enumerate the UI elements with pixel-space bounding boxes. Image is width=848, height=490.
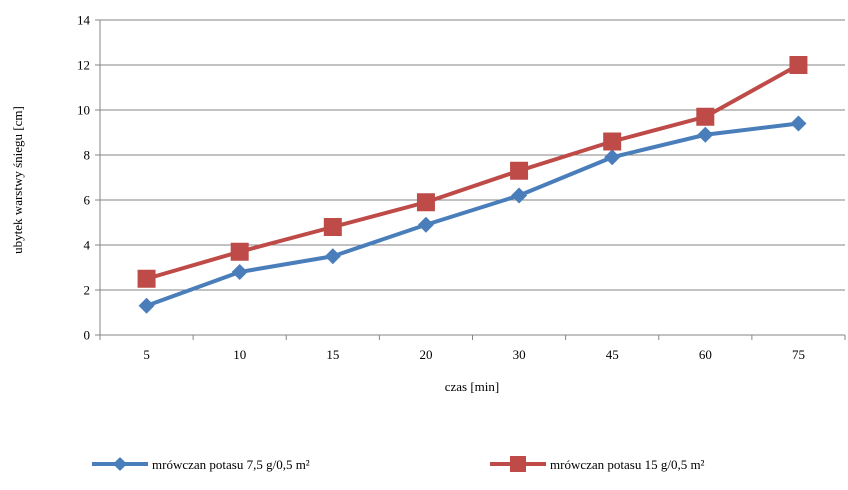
data-point xyxy=(697,126,714,143)
y-tick-label: 12 xyxy=(77,58,90,73)
data-point xyxy=(510,161,529,180)
x-tick-label: 5 xyxy=(143,347,150,362)
data-point xyxy=(137,269,156,288)
legend-marker xyxy=(510,456,526,472)
y-tick-label: 2 xyxy=(84,283,91,298)
data-point xyxy=(790,115,807,132)
gridlines xyxy=(95,19,845,336)
legend: mrówczan potasu 7,5 g/0,5 m² mrówczan pot… xyxy=(92,456,705,472)
x-tick-label: 20 xyxy=(419,347,432,362)
x-tick-labels: 5 10 15 20 30 45 60 75 xyxy=(143,347,805,362)
y-tick-labels: 0 2 4 6 8 10 12 14 xyxy=(77,13,91,343)
x-tick-label: 60 xyxy=(699,347,712,362)
series-group xyxy=(137,56,808,314)
legend-item-1: mrówczan potasu 7,5 g/0,5 m² xyxy=(92,457,310,472)
legend-marker xyxy=(113,457,127,471)
data-point xyxy=(696,107,715,126)
legend-label: mrówczan potasu 7,5 g/0,5 m² xyxy=(152,457,310,472)
series-line xyxy=(145,121,799,308)
data-point xyxy=(323,218,342,236)
legend-item-2: mrówczan potasu 15 g/0,5 m² xyxy=(490,456,705,472)
y-tick-label: 8 xyxy=(84,148,91,163)
axes xyxy=(99,20,846,340)
x-axis-title: czas [min] xyxy=(445,379,500,394)
y-tick-label: 0 xyxy=(84,328,91,343)
y-tick-label: 14 xyxy=(77,13,91,28)
y-tick-label: 10 xyxy=(77,103,90,118)
x-tick-label: 45 xyxy=(606,347,619,362)
data-point xyxy=(417,216,434,233)
x-tick-label: 75 xyxy=(792,347,805,362)
series-2 xyxy=(137,56,808,288)
data-point xyxy=(604,149,621,166)
data-point xyxy=(230,242,249,261)
series-line xyxy=(146,63,800,281)
data-point xyxy=(603,132,622,151)
x-tick-label: 15 xyxy=(326,347,339,362)
data-point xyxy=(324,248,341,265)
y-tick-label: 6 xyxy=(84,193,91,208)
data-point xyxy=(789,56,808,74)
data-point xyxy=(416,193,435,212)
x-tick-label: 10 xyxy=(233,347,246,362)
data-point xyxy=(231,264,248,280)
legend-label: mrówczan potasu 15 g/0,5 m² xyxy=(550,457,705,472)
y-tick-label: 4 xyxy=(84,238,91,253)
x-tick-label: 30 xyxy=(513,347,526,362)
y-axis-title: ubytek warstwy śniegu [cm] xyxy=(10,106,25,254)
data-point xyxy=(138,297,155,314)
data-point xyxy=(511,187,528,204)
series-1 xyxy=(138,115,807,314)
